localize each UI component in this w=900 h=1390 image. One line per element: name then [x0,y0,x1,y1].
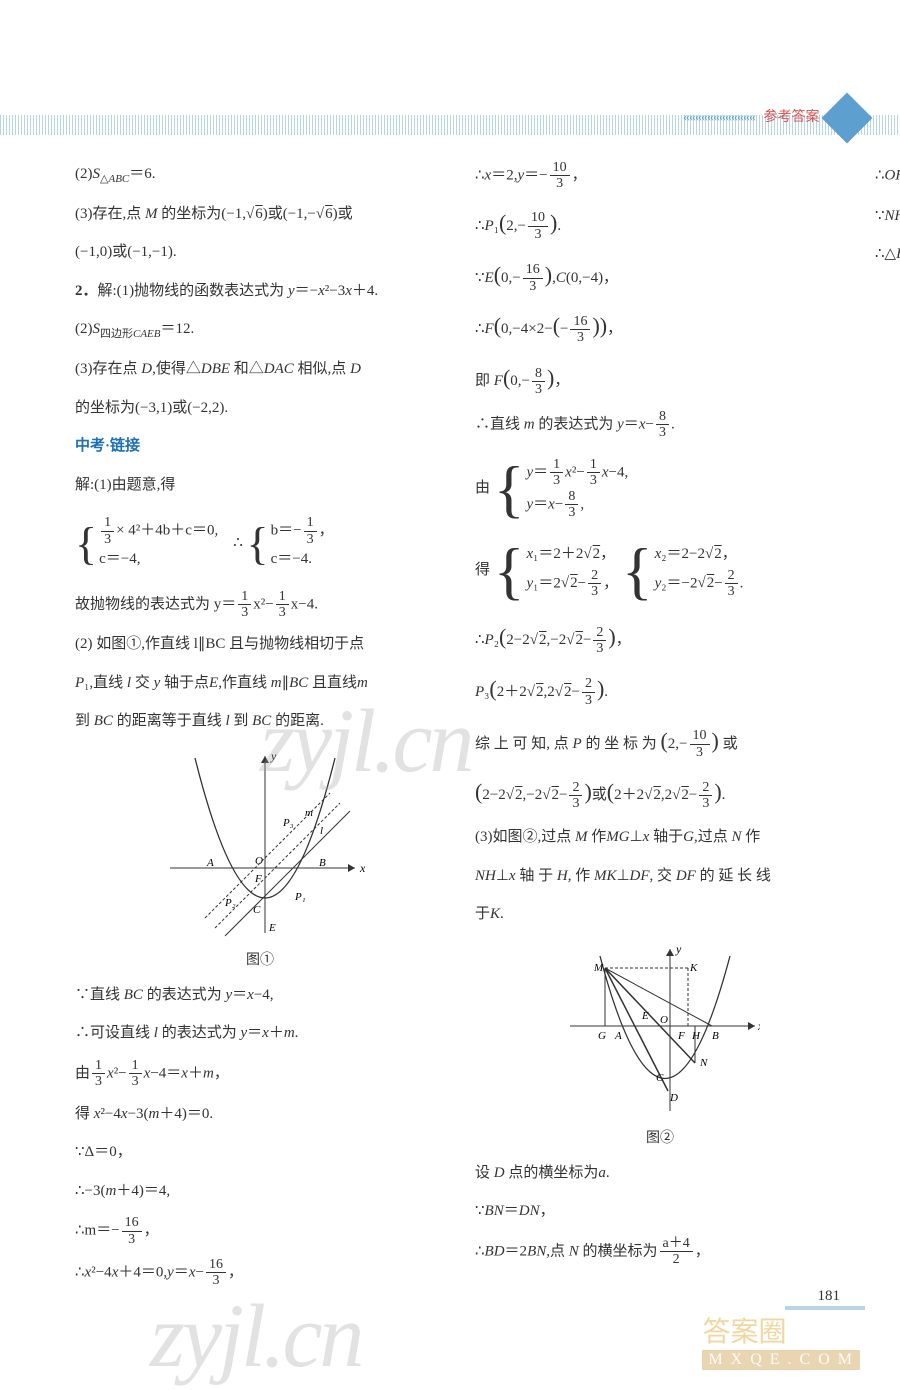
figure-1-svg: x y O A B C E F P₁ P₂ P₃ m l [155,748,365,938]
text-line: 于K. [475,900,845,929]
text-line: ∴m＝−163， [75,1215,445,1247]
text-line: 综 上 可 知, 点 P 的 坐 标 为 (2,−103) 或 [475,720,845,762]
text-line: ∴可设直线 l 的表达式为 y＝x＋m. [75,1019,445,1048]
text-line: ∵E(0,−163),C(0,−4)， [475,254,845,296]
svg-text:F: F [254,873,262,885]
footer-stamp-text: 答案圈 [702,1317,786,1348]
page-content: (2)S△ABC＝6. (3)存在,点 M 的坐标为(−1,6)或(−1,−6)… [75,160,845,1290]
svg-text:y: y [270,749,277,763]
svg-text:A: A [614,1030,622,1042]
text-line: 故抛物线的表达式为 y＝13x²−13x−4. [75,589,445,621]
text-line: ∴P₂(2−22,−22−23)， [475,616,845,658]
footer-url: M X Q E . C O M [702,1350,860,1370]
figure-2-caption: 图② [475,1127,845,1147]
text-line: ∴P₁(2,−103). [475,202,845,244]
text-line: ∴x²−4x＋4＝0,y＝x−163， [75,1257,445,1289]
text-line: (2)S四边形CAEB＝12. [75,315,445,345]
figure-1-caption: 图① [75,949,445,969]
text-line: NH⊥x 轴 于 H, 作 MK⊥DF, 交 DF 的 延 长 线 [475,862,845,891]
text-line: 设 D 点的横坐标为a. [475,1159,845,1188]
text-line: 得 x²−4x−3(m＋4)＝0. [75,1100,445,1129]
header-badge: «««««««««««« 参考答案 [683,100,865,136]
text-line: ∵Δ＝0， [75,1138,445,1167]
svg-text:M: M [593,962,604,974]
text-line: P₁,直线 l 交 y 轴于点E,作直线 m∥BC 且直线m [75,669,445,698]
text-line: ∵NH∥DF， [875,202,900,231]
figure-2: x y O M K G A E F H B C D N 图② [475,941,845,1147]
text-line: (2)S△ABC＝6. [75,160,445,190]
svg-text:F: F [677,1030,685,1042]
svg-text:y: y [675,942,682,956]
figure-2-svg: x y O M K G A E F H B C D N [560,941,760,1116]
page-number: 181 [818,1288,841,1305]
equation-system: 得 { x₁＝2＋22， y₁＝22−23， { x₂＝2−22， y₂＝−22… [475,536,845,606]
figure-1: x y O A B C E F P₁ P₂ P₃ m l 图① [75,748,445,969]
svg-text:P₃: P₃ [282,817,294,829]
svg-text:O: O [660,1014,668,1026]
svg-text:C: C [253,904,261,916]
text-line: (2) 如图①,作直线 l∥BC 且与抛物线相切于点 [75,630,445,659]
svg-text:l: l [320,825,323,837]
svg-text:D: D [669,1092,678,1104]
text-line: ∴x＝2,y＝−103， [475,160,845,192]
svg-text:m: m [305,807,313,819]
text-line: ∵BN＝DN， [475,1197,845,1226]
text-line: 即 F(0,−83)， [475,357,845,399]
text-line: (3)存在,点 M 的坐标为(−1,6)或(−1,−6)或 [75,200,445,229]
text-line: ∴△BHN∽△BFD， [875,240,900,269]
svg-text:N: N [699,1057,708,1069]
footer-stamp: 答案圈 M X Q E . C O M [702,1310,860,1370]
text-line: 2．解:(1)抛物线的函数表达式为 y＝−x²−3x＋4. [75,277,445,306]
text-line: (−1,0)或(−1,−1). [75,238,445,267]
svg-text:E: E [268,922,276,934]
svg-text:K: K [689,962,698,974]
watermark-2: zyjl.cn [150,1285,361,1388]
text-line: ∴−3(m＋4)＝4, [75,1177,445,1206]
text-line: 解:(1)由题意,得 [75,471,445,500]
text-line: 的坐标为(−3,1)或(−2,2). [75,394,445,423]
text-line: ∴OH＝a＋42. [875,160,900,192]
svg-text:G: G [598,1030,606,1042]
header-chevrons: «««««««««««« [683,110,755,125]
text-line: 到 BC 的距离等于直线 l 到 BC 的距离. [75,707,445,736]
equation-system: { 13× 4²＋4b＋c＝0, c＝−4, ∴ { b＝−13， c＝−4. [75,509,445,578]
text-line: ∵直线 BC 的表达式为 y＝x−4, [75,981,445,1010]
text-line: (2−22,−22−23)或(2＋22,22−23). [475,771,845,813]
svg-text:x: x [359,861,365,875]
svg-text:C: C [656,1072,664,1084]
svg-text:P₂: P₂ [224,897,236,909]
text-line: ∴直线 m 的表达式为 y＝x−83. [475,409,845,441]
text-line: ∴F(0,−4×2−(−163))， [475,305,845,347]
text-line: (3)如图②,过点 M 作MG⊥x 轴于G,过点 N 作 [475,823,845,852]
text-line: ∴BD＝2BN,点 N 的横坐标为a＋42， [475,1236,845,1268]
svg-text:P₁: P₁ [294,891,306,903]
svg-text:E: E [641,1010,649,1022]
svg-text:B: B [319,857,326,869]
header-diamond-icon [822,93,873,144]
text-line: 由13x²−13x−4＝x＋m， [75,1058,445,1090]
header-badge-text: 参考答案 [764,110,820,125]
equation-system: 由 { y＝13x²−13x−4, y＝x−83, [475,451,845,527]
svg-text:A: A [206,857,214,869]
svg-text:H: H [691,1030,701,1042]
section-heading: 中考·链接 [75,432,445,461]
text-line: (3)存在点 D,使得△DBE 和△DAC 相似,点 D [75,355,445,384]
text-line: P₃(2＋22,22−23). [475,668,845,710]
svg-text:B: B [712,1030,719,1042]
svg-text:x: x [757,1019,760,1033]
